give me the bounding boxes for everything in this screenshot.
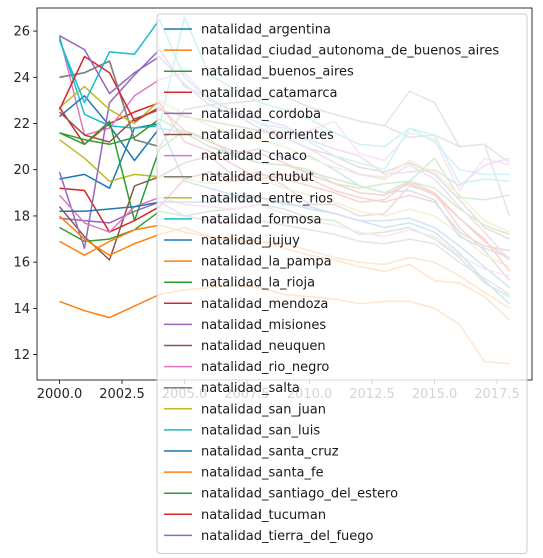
y-tick-label: 26: [13, 25, 30, 40]
legend-label: natalidad_rio_negro: [201, 360, 329, 375]
legend-label: natalidad_ciudad_autonoma_de_buenos_aire…: [201, 44, 499, 59]
legend-label: natalidad_jujuy: [201, 234, 300, 249]
legend-label: natalidad_catamarca: [201, 86, 337, 101]
y-tick-label: 22: [13, 117, 30, 132]
legend-label: natalidad_mendoza: [201, 297, 328, 312]
x-tick-label: 2000.0: [37, 387, 83, 402]
legend: natalidad_argentina natalidad_ciudad_auto…: [156, 13, 528, 554]
y-tick-label: 16: [13, 256, 30, 271]
legend-label: natalidad_san_juan: [201, 402, 326, 417]
legend-box: [156, 13, 528, 554]
y-tick-label: 14: [13, 302, 30, 317]
y-tick-label: 20: [13, 163, 30, 178]
legend-label: natalidad_corrientes: [201, 128, 334, 143]
legend-label: natalidad_buenos_aires: [201, 65, 354, 80]
legend-label: natalidad_misiones: [201, 318, 326, 333]
plot-area: 2000.02002.52005.02007.52010.02012.52015…: [13, 7, 533, 554]
legend-label: natalidad_la_rioja: [201, 276, 315, 291]
legend-label: natalidad_tierra_del_fuego: [201, 529, 374, 544]
legend-label: natalidad_tucuman: [201, 508, 326, 523]
y-tick-label: 12: [13, 348, 30, 363]
legend-label: natalidad_santiago_del_estero: [201, 487, 398, 502]
legend-label: natalidad_san_luis: [201, 423, 320, 438]
y-tick-label: 18: [13, 209, 30, 224]
legend-label: natalidad_santa_cruz: [201, 445, 339, 460]
legend-label: natalidad_entre_rios: [201, 191, 333, 206]
legend-label: natalidad_formosa: [201, 212, 321, 227]
legend-label: natalidad_chaco: [201, 149, 307, 164]
x-tick-label: 2002.5: [99, 387, 145, 402]
legend-label: natalidad_neuquen: [201, 339, 326, 354]
legend-label: natalidad_argentina: [201, 23, 331, 38]
legend-label: natalidad_santa_fe: [201, 466, 324, 481]
y-tick-label: 24: [13, 71, 30, 86]
legend-label: natalidad_cordoba: [201, 107, 321, 122]
legend-label: natalidad_la_pampa: [201, 255, 332, 270]
legend-label: natalidad_chubut: [201, 170, 314, 185]
legend-label: natalidad_salta: [201, 381, 300, 396]
